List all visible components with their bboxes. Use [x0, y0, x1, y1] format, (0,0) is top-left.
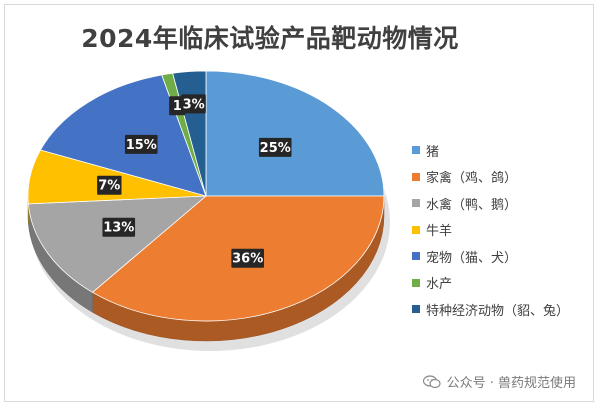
data-label-水禽（鸭、鹅）: 13% [102, 217, 136, 237]
data-label-水产: 1 [169, 96, 186, 116]
svg-text:36%: 36% [232, 252, 263, 267]
wechat-icon [422, 374, 441, 388]
svg-text:13%: 13% [103, 221, 134, 236]
legend-label: 家禽（鸡、鸽） [426, 171, 518, 187]
chart-legend: 猪家禽（鸡、鸽） 水禽（鸭、鹅） 牛羊宠物（猫、犬） 水产特种经济动物（貂、兔） [412, 137, 592, 323]
data-label-猪: 25% [258, 137, 292, 157]
legend-swatch [412, 278, 420, 287]
legend-label: 宠物（猫、犬） [426, 250, 518, 266]
data-label-宠物（猫、犬）: 15% [124, 134, 158, 154]
legend-swatch [412, 172, 420, 181]
pie-slices [27, 70, 385, 322]
legend-item: 水产 [412, 270, 592, 297]
legend-item: 宠物（猫、犬） [412, 243, 592, 270]
legend-item: 水禽（鸭、鹅） [412, 190, 592, 217]
legend-label: 猪 [426, 144, 440, 160]
legend-label: 水产 [426, 277, 453, 293]
legend-swatch [412, 225, 420, 234]
pie-slice-水禽（鸭、鹅） [27, 195, 208, 293]
pie-data-labels: 25% 36% 13% 7% 15% 1 3% [97, 94, 292, 268]
svg-text:3%: 3% [183, 97, 205, 112]
legend-swatch [412, 305, 420, 314]
data-label-特种经济动物（貂、兔）: 3% [181, 94, 206, 114]
legend-swatch [412, 199, 420, 208]
legend-item: 特种经济动物（貂、兔） [412, 296, 592, 323]
legend-item: 家禽（鸡、鸽） [412, 164, 592, 191]
legend-label: 水禽（鸭、鹅） [426, 197, 518, 213]
pie-slice-宠物（猫、犬） [39, 74, 207, 197]
svg-text:7%: 7% [98, 179, 120, 194]
svg-text:15%: 15% [126, 138, 157, 153]
watermark-text: 公众号 · 兽药规范使用 [446, 376, 576, 391]
svg-text:1: 1 [173, 99, 182, 114]
chart-title: 2024年临床试验产品靶动物情况 [81, 24, 459, 53]
watermark: 公众号 · 兽药规范使用 [422, 372, 576, 391]
legend-item: 猪 [412, 137, 592, 164]
pie-slice-猪 [205, 70, 385, 197]
legend-swatch [412, 252, 420, 261]
legend-swatch [412, 146, 420, 155]
legend-item: 牛羊 [412, 217, 592, 244]
svg-text:25%: 25% [260, 141, 291, 156]
legend-label: 牛羊 [426, 224, 453, 240]
legend-label: 特种经济动物（貂、兔） [426, 303, 570, 319]
data-label-家禽（鸡、鸽）: 36% [231, 248, 264, 268]
data-label-牛羊: 7% [97, 175, 122, 195]
